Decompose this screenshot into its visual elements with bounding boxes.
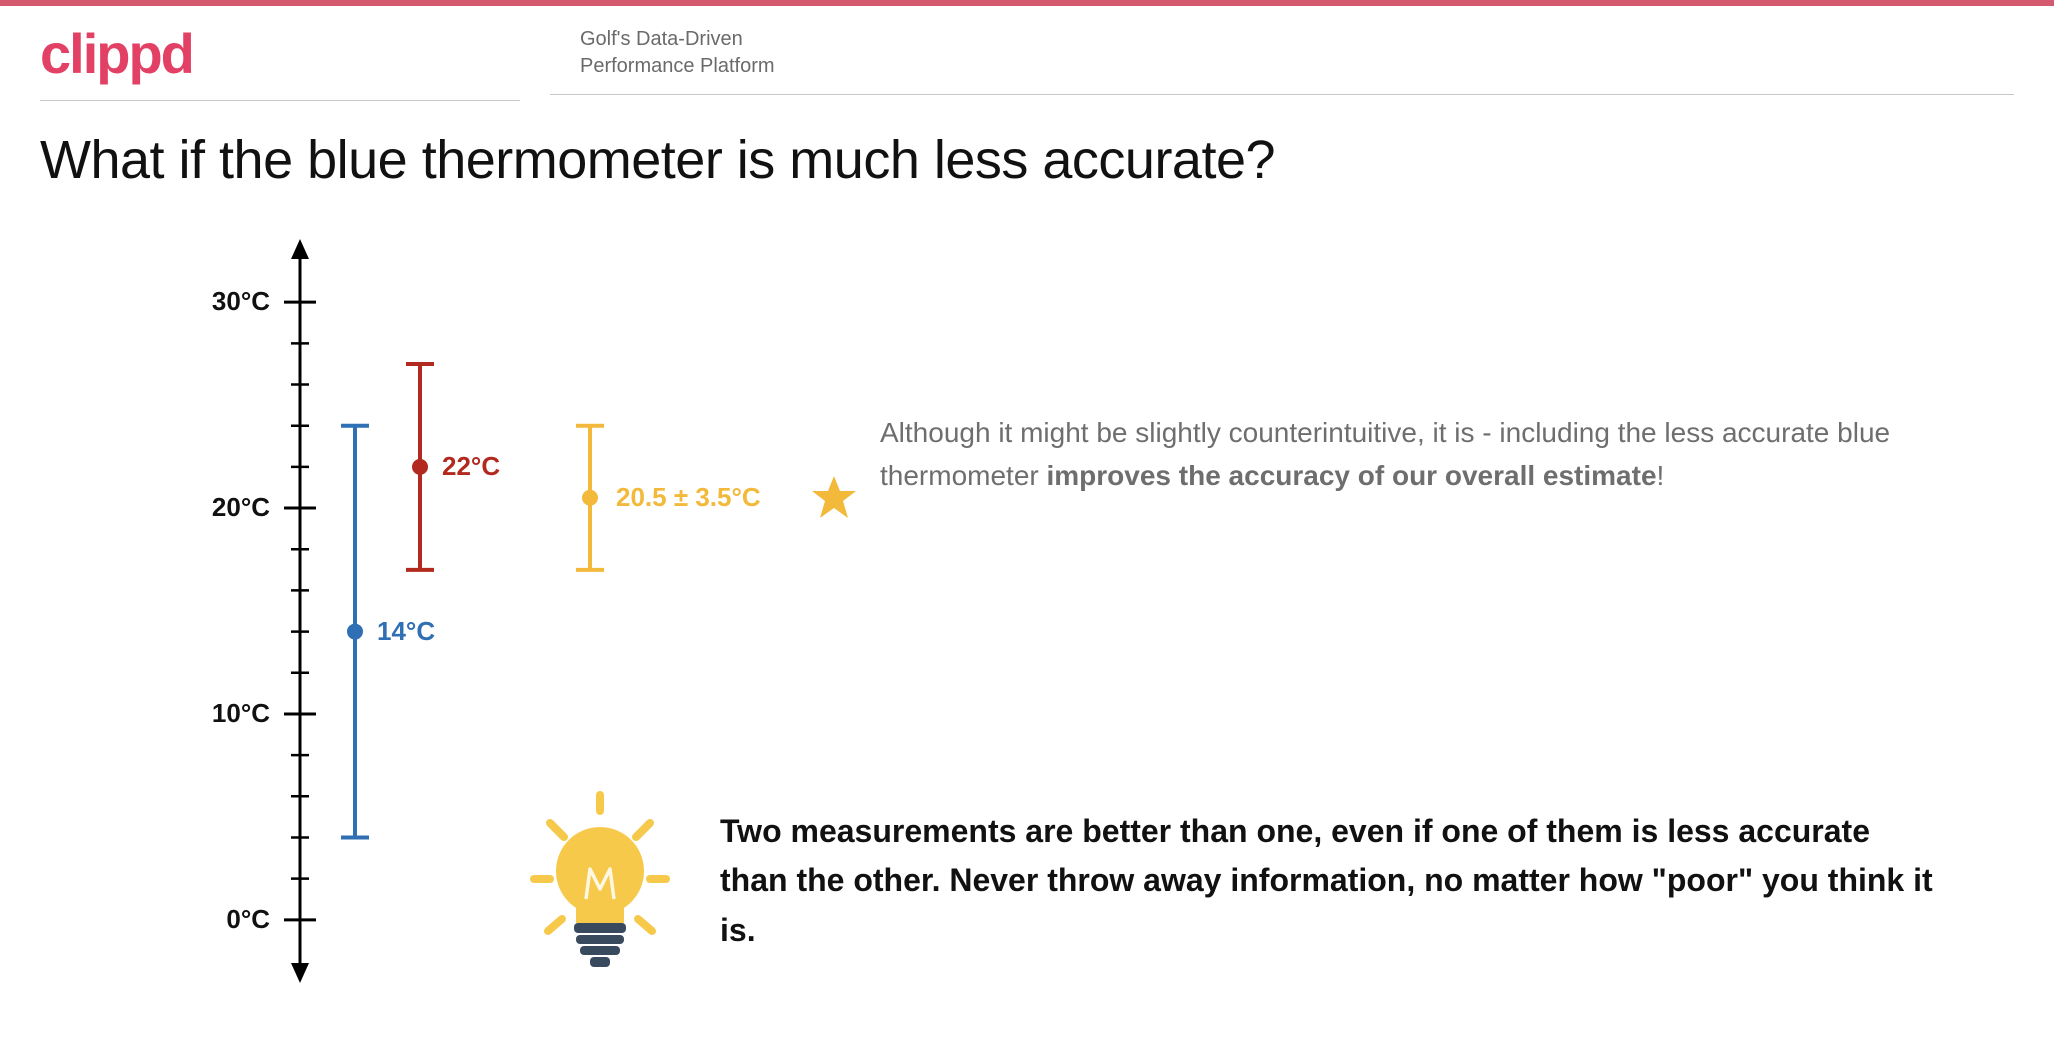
lightbulb-icon [520, 791, 680, 971]
tagline-block: Golf's Data-Driven Performance Platform [550, 26, 2014, 95]
star-icon [810, 474, 858, 527]
series-label-yellow: 20.5 ± 3.5°C [616, 482, 761, 513]
tagline-line1: Golf's Data-Driven [580, 26, 2014, 53]
explain-bold: improves the accuracy of our overall est… [1047, 460, 1657, 491]
logo-block: clippd [40, 26, 520, 101]
axis-tick-label: 30°C [190, 286, 270, 317]
explanation-text: Although it might be slightly counterint… [880, 411, 1940, 498]
tagline-line2: Performance Platform [580, 53, 2014, 80]
axis-tick-label: 10°C [190, 698, 270, 729]
brand-logo: clippd [40, 26, 520, 82]
header: clippd Golf's Data-Driven Performance Pl… [0, 6, 2054, 101]
series-label-red: 22°C [442, 451, 500, 482]
axis-tick-label: 0°C [190, 904, 270, 935]
page-title: What if the blue thermometer is much les… [0, 101, 2054, 191]
content: 0°C 10°C 20°C 30°C 14°C 22°C 20.5 ± 3.5°C Alth… [0, 191, 2054, 1011]
explain-post: ! [1657, 460, 1665, 491]
series-label-blue: 14°C [377, 616, 435, 647]
takeaway-text: Two measurements are better than one, ev… [720, 807, 1940, 956]
takeaway-row: Two measurements are better than one, ev… [520, 791, 1940, 971]
axis-tick-label: 20°C [190, 492, 270, 523]
